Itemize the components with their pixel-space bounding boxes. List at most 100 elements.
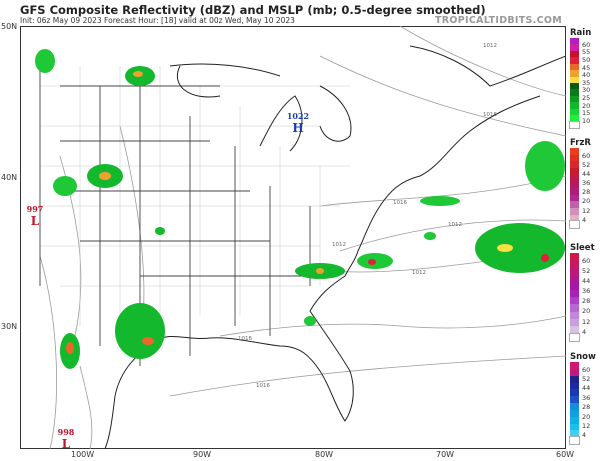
legend-label: 20 — [582, 197, 591, 206]
legend-label: 15 — [582, 109, 591, 118]
legend-title: Rain — [570, 28, 592, 38]
legend-swatch — [570, 382, 579, 390]
legend-label: 28 — [582, 297, 591, 306]
legend-label: 36 — [582, 287, 591, 296]
precip-cell — [115, 303, 165, 359]
coastlines — [104, 45, 566, 449]
legend-label: 20 — [582, 307, 591, 316]
legend-label: 35 — [582, 78, 591, 87]
legend-swatch — [570, 174, 579, 182]
legend-swatch — [570, 70, 579, 77]
legend-swatch — [570, 368, 579, 376]
precip-cell — [475, 223, 565, 273]
isobar-label: 1016 — [393, 200, 407, 206]
legend-swatch — [570, 188, 579, 195]
legend-label: 55 — [582, 48, 591, 57]
map-title: GFS Composite Reflectivity (dBZ) and MSL… — [20, 3, 486, 17]
legend-swatch — [570, 44, 579, 52]
map-canvas[interactable]: 1012 1016 1016 1012 1012 1012 1016 1016 … — [20, 26, 566, 449]
isobar-label: 1012 — [332, 242, 346, 248]
low-pressure-value: 997 — [27, 204, 44, 214]
legend-swatch — [570, 194, 579, 202]
precip-cell — [304, 316, 316, 326]
isobar-labels: 1012 1016 1016 1012 1012 1012 1016 1016 — [238, 43, 497, 389]
pressure-centers: 1022 H 997 L 998 L — [27, 111, 309, 449]
legend-swatch — [570, 108, 579, 116]
legend-color-bar: 60 52 44 36 28 20 12 4 — [569, 253, 600, 343]
isobar-label: 1012 — [448, 222, 462, 228]
legend-label: 28 — [582, 188, 591, 197]
brand-watermark: TROPICALTIDBITS.COM — [435, 15, 562, 26]
legend-label: 60 — [582, 40, 591, 49]
precip-cell — [155, 227, 165, 235]
high-pressure-value: 1022 — [287, 111, 309, 121]
isobar-label: 1016 — [483, 112, 497, 118]
isobar-label: 1012 — [412, 270, 426, 276]
legend-swatch — [570, 63, 579, 71]
precip-core — [541, 254, 549, 262]
legend-swatch — [570, 253, 579, 261]
legend-swatch — [570, 297, 579, 305]
low-pressure-marker: L — [31, 214, 40, 228]
legend-swatch — [570, 161, 579, 169]
lon-label: 70W — [436, 450, 455, 459]
legend-swatch — [570, 326, 579, 334]
legend-label: 44 — [582, 384, 591, 393]
precip-core — [99, 172, 111, 180]
legend-swatch — [569, 120, 580, 130]
legend-title: Sleet — [570, 243, 595, 253]
precip-cell — [35, 49, 55, 73]
legend-title: Snow — [570, 352, 596, 362]
precip-core — [316, 268, 324, 274]
legend-label: 36 — [582, 393, 591, 402]
map-subtitle: Init: 06z May 09 2023 Forecast Hour: [18… — [20, 16, 295, 25]
legend-label: 4 — [582, 215, 587, 224]
legend-swatch — [570, 83, 579, 90]
legend-swatch — [570, 154, 579, 162]
legend-swatch — [570, 289, 579, 298]
lat-label: 30N — [1, 322, 18, 331]
legend-swatch — [570, 50, 579, 58]
legend-swatch — [570, 208, 579, 215]
isobar-label: 1012 — [483, 43, 497, 49]
lon-label: 80W — [315, 450, 334, 459]
precip-core — [497, 244, 513, 252]
legend-label: 44 — [582, 277, 591, 286]
legend-freezing-rain: FrzR 60 52 44 36 28 20 12 4 — [569, 138, 600, 230]
legend-swatch — [570, 115, 579, 122]
legend-swatch — [570, 148, 579, 155]
legend-swatch — [570, 57, 579, 64]
legend-swatch — [570, 396, 579, 404]
legend-swatch — [570, 409, 579, 417]
high-pressure-marker: H — [292, 121, 303, 135]
legend-color-bar: 60 55 50 45 40 35 30 25 20 15 10 — [569, 38, 600, 130]
low-pressure-marker: L — [62, 437, 71, 449]
legend-swatch — [569, 332, 580, 343]
legend-swatch — [570, 362, 579, 370]
legend-label: 10 — [582, 116, 591, 125]
legend-swatch — [570, 260, 579, 268]
legend-swatch — [570, 319, 579, 327]
lon-label: 60W — [556, 450, 575, 459]
legend-swatch — [570, 430, 579, 438]
legend-label: 60 — [582, 257, 591, 266]
legend-label: 52 — [582, 375, 591, 384]
legend-title: FrzR — [570, 138, 591, 148]
legend-swatch — [570, 403, 579, 411]
precip-core — [133, 71, 143, 77]
legend-label: 50 — [582, 55, 591, 64]
precip-cell — [53, 176, 77, 196]
legend-color-bar: 60 52 44 36 28 20 12 4 — [569, 148, 600, 230]
legend-label: 30 — [582, 86, 591, 95]
legend-label: 12 — [582, 206, 591, 215]
lat-label: 50N — [1, 22, 18, 31]
legend-label: 25 — [582, 93, 591, 102]
precip-cell — [525, 141, 565, 191]
legend-swatch — [570, 311, 579, 320]
legend-swatch — [570, 267, 579, 276]
legend-label: 28 — [582, 403, 591, 412]
legend-swatch — [570, 38, 579, 45]
legend-label: 45 — [582, 63, 591, 72]
precip-core — [142, 337, 154, 345]
